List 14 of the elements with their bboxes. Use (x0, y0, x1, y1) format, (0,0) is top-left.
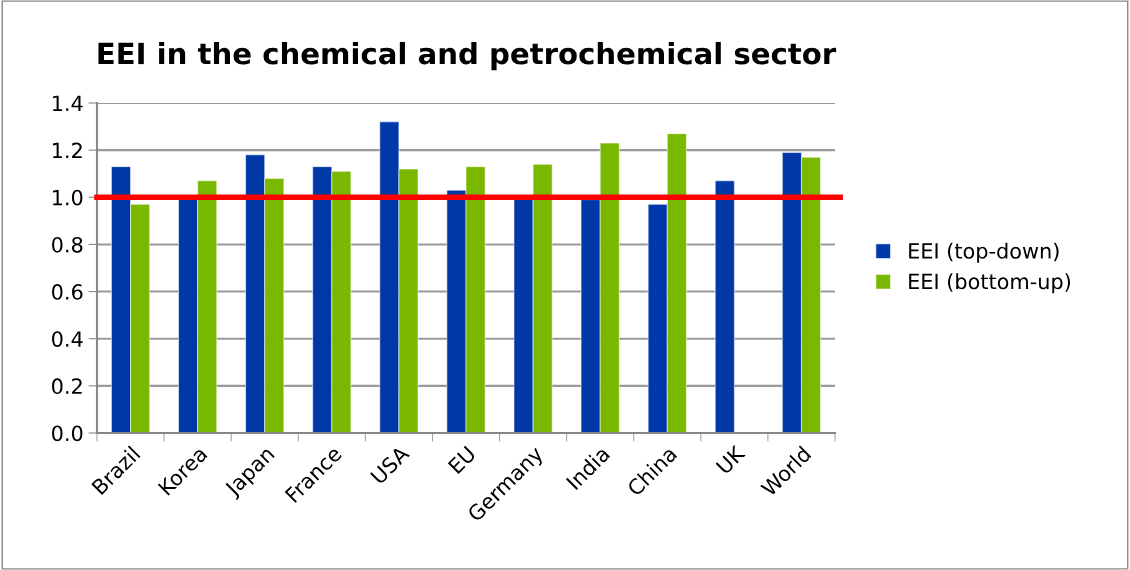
y-tick-label: 0.8 (52, 236, 83, 253)
y-tick-label: 1.2 (52, 142, 82, 159)
legend-label: EEI (top-down) (909, 242, 1059, 263)
y-tick-label: 0.6 (52, 284, 83, 300)
y-tick-label: 1.0 (52, 189, 83, 206)
x-tick-label: USA (369, 444, 411, 485)
y-tick-label: 1.4 (52, 95, 83, 111)
chart-title: EEI in the chemical and petrochemical sector (98, 41, 837, 71)
y-tick-label: 0.0 (52, 425, 83, 442)
legend-label: EEI (bottom-up) (909, 273, 1070, 294)
y-tick-label: 0.4 (52, 331, 83, 347)
y-tick-label: 0.2 (52, 378, 82, 395)
bar (714, 180, 735, 433)
x-tick-label: UK (715, 444, 747, 475)
